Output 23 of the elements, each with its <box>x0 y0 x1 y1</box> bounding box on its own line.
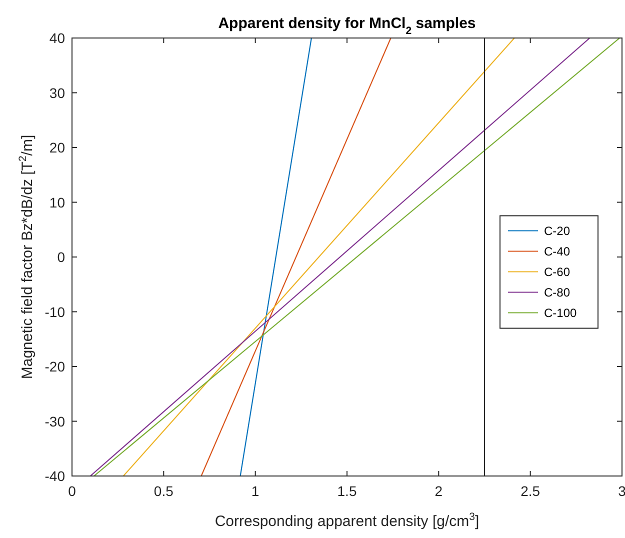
x-tick-label: 1 <box>251 483 260 499</box>
chart-title: Apparent density for MnCl$_{2}$ samples <box>218 15 476 37</box>
x-tick-label: 2 <box>434 483 443 499</box>
legend-label: C-40 <box>544 244 570 258</box>
x-tick-label: 3 <box>618 483 625 499</box>
y-tick-label: 0 <box>57 249 66 265</box>
x-tick-label: 1.5 <box>337 483 357 499</box>
legend-label: C-60 <box>544 264 570 279</box>
y-tick-label: -20 <box>44 358 66 374</box>
x-axis-title: Corresponding apparent density [g/cm$^{3}$] <box>214 511 480 530</box>
y-tick-label: 10 <box>49 194 66 210</box>
y-tick-label: -30 <box>44 413 66 430</box>
legend-label: C-20 <box>544 224 570 238</box>
legend-label: C-100 <box>544 306 578 320</box>
y-tick-label: 20 <box>49 140 66 156</box>
y-tick-label: -40 <box>44 468 66 484</box>
x-tick-label: 0 <box>68 483 76 499</box>
y-tick-label: -10 <box>44 304 66 320</box>
x-tick-label: 0.5 <box>154 483 174 499</box>
y-tick-label: 40 <box>49 30 66 46</box>
x-tick-label: 2.5 <box>520 483 540 499</box>
legend-label: C-80 <box>544 285 570 300</box>
y-tick-label: 30 <box>49 84 66 101</box>
